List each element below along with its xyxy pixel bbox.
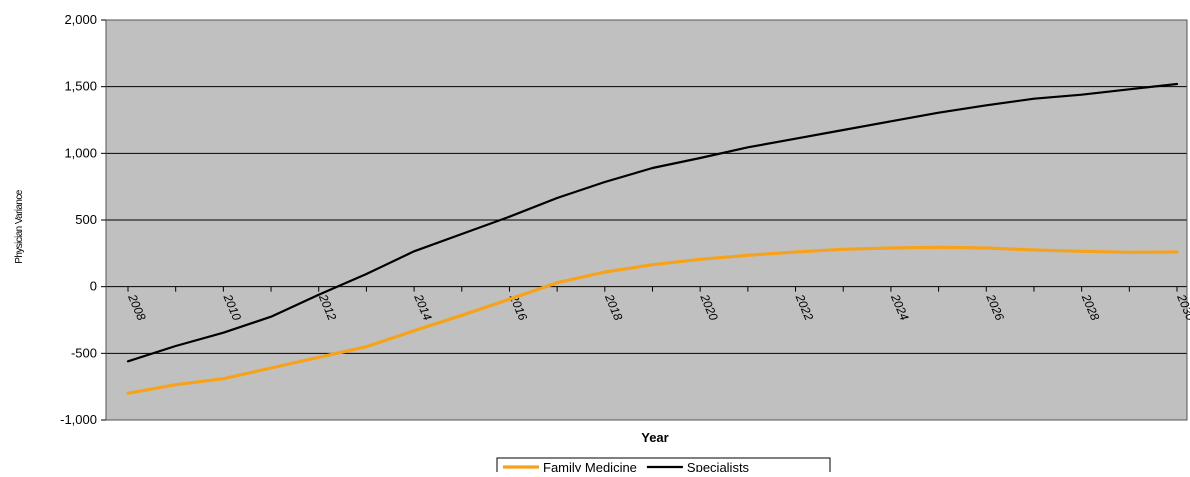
- legend-label: Specialists: [687, 460, 750, 472]
- y-axis-ticks: -1,000 -500 0 500 1,000 1,500 2,000: [60, 12, 106, 427]
- y-tick-label: 500: [75, 212, 97, 227]
- y-tick-label: 2,000: [64, 12, 97, 27]
- y-tick-label: -1,000: [60, 412, 97, 427]
- x-axis-title: Year: [641, 430, 668, 445]
- legend: Family Medicine Specialists: [496, 457, 831, 477]
- series-lines: [126, 82, 1179, 395]
- series-line: [126, 82, 1179, 363]
- y-tick-label: 1,500: [64, 79, 97, 94]
- legend-label: Family Medicine: [543, 460, 637, 472]
- y-tick-label: 1,000: [64, 145, 97, 160]
- y-tick-label: 0: [90, 279, 97, 294]
- plot-area: [105, 19, 1188, 421]
- series-line: [126, 245, 1179, 395]
- y-axis-title: Physician Variance: [14, 189, 25, 264]
- y-tick-label: -500: [71, 345, 97, 360]
